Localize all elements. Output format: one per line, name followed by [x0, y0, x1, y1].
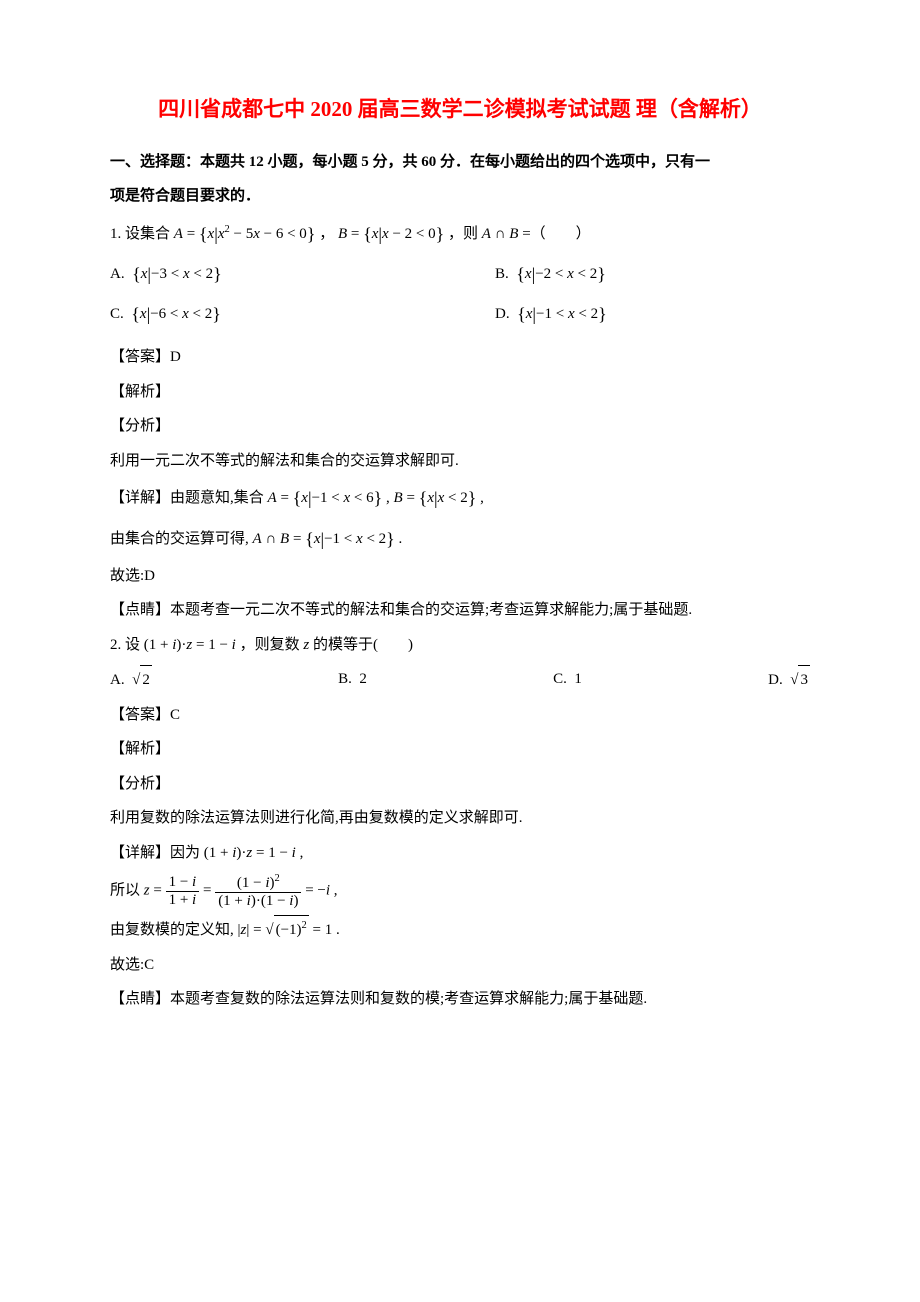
q2-suoyi: 所以 z = 1 − i 1 + i = (1 − i)2 (1 + i)·(1…: [110, 873, 810, 909]
sep: ，: [319, 226, 334, 242]
q1-options: A. {x|−3 < x < 2} B. {x|−2 < x < 2} C. {…: [110, 257, 810, 337]
q1-option-c: C. {x|−6 < x < 2}: [110, 297, 495, 331]
q1-fenxi: 【分析】: [110, 412, 810, 441]
q2-detail-suffix: ,: [300, 845, 304, 861]
q2-mod-suffix: .: [336, 922, 340, 938]
q2-guxuan: 故选:C: [110, 951, 810, 980]
section-header-line1: 一、选择题：本题共 12 小题，每小题 5 分，共 60 分．在每小题给出的四个…: [110, 148, 810, 177]
q2-stem-prefix: 2. 设: [110, 637, 144, 653]
q1-set-b: B: [338, 226, 347, 242]
q1-set-a: A: [174, 226, 183, 242]
q2-detail-prefix: 【详解】因为: [110, 845, 204, 861]
q2-option-b: B. 2: [338, 665, 367, 695]
opt-label: D.: [495, 306, 510, 322]
q2-option-a: A. √2: [110, 665, 152, 695]
q1-dianjing: 【点睛】本题考查一元二次不等式的解法和集合的交运算;考查运算求解能力;属于基础题…: [110, 596, 810, 625]
q2-suoyi-prefix: 所以: [110, 883, 144, 899]
q1-jiexi: 【解析】: [110, 378, 810, 407]
opt-label: B.: [495, 266, 509, 282]
q2-mod: 由复数模的定义知, |z| = √(−1)2 = 1 .: [110, 915, 810, 945]
page-title: 四川省成都七中 2020 届高三数学二诊模拟考试试题 理（含解析）: [110, 90, 810, 130]
q1-detail: 【详解】由题意知,集合 A = {x|−1 < x < 6} , B = {x|…: [110, 481, 810, 515]
q2-option-d: D. √3: [768, 665, 810, 695]
opt-label: A.: [110, 266, 125, 282]
q2-jiexi: 【解析】: [110, 735, 810, 764]
q2-fenxi-text: 利用复数的除法运算法则进行化简,再由复数模的定义求解即可.: [110, 804, 810, 833]
frac1: 1 − i 1 + i: [166, 874, 200, 908]
section-header-line2: 项是符合题目要求的．: [110, 182, 810, 211]
q1-option-a: A. {x|−3 < x < 2}: [110, 257, 495, 291]
opt-label: C.: [553, 671, 567, 687]
q1-answer: 【答案】D: [110, 343, 810, 372]
q2-dianjing: 【点睛】本题考查复数的除法运算法则和复数的模;考查运算求解能力;属于基础题.: [110, 985, 810, 1014]
q2-mod-prefix: 由复数模的定义知,: [110, 922, 238, 938]
q2-option-c: C. 1: [553, 665, 582, 695]
q1-stem-prefix: 1. 设集合: [110, 226, 174, 242]
opt-label: B.: [338, 671, 352, 687]
q1-option-b: B. {x|−2 < x < 2}: [495, 257, 810, 291]
q2-answer: 【答案】C: [110, 701, 810, 730]
opt-label: D.: [768, 672, 783, 688]
q1-detail-prefix: 【详解】由题意知,集合: [110, 491, 268, 507]
q1-cross: 由集合的交运算可得, A ∩ B = {x|−1 < x < 2} .: [110, 522, 810, 556]
frac2: (1 − i)2 (1 + i)·(1 − i): [215, 873, 301, 909]
opt-label: C.: [110, 306, 124, 322]
opt-label: A.: [110, 672, 125, 688]
q1-fenxi-text: 利用一元二次不等式的解法和集合的交运算求解即可.: [110, 447, 810, 476]
q2-options: A. √2 B. 2 C. 1 D. √3: [110, 665, 810, 695]
q1-cross-suffix: .: [399, 531, 403, 547]
q1-guxuan: 故选:D: [110, 562, 810, 591]
q2-fenxi: 【分析】: [110, 770, 810, 799]
q1-stem: 1. 设集合 A = {x|x2 − 5x − 6 < 0} ， B = {x|…: [110, 217, 810, 251]
q2-suoyi-suffix: ,: [334, 883, 338, 899]
q1-detail-suffix: ,: [480, 491, 484, 507]
q2-detail: 【详解】因为 (1 + i)·z = 1 − i ,: [110, 839, 810, 868]
q1-cross-prefix: 由集合的交运算可得,: [110, 531, 253, 547]
q1-stem-suffix: ，则 A ∩ B =（ ）: [448, 226, 591, 242]
q1-option-d: D. {x|−1 < x < 2}: [495, 297, 810, 331]
q2-stem: 2. 设 (1 + i)·z = 1 − i ，则复数 z 的模等于( ): [110, 631, 810, 660]
